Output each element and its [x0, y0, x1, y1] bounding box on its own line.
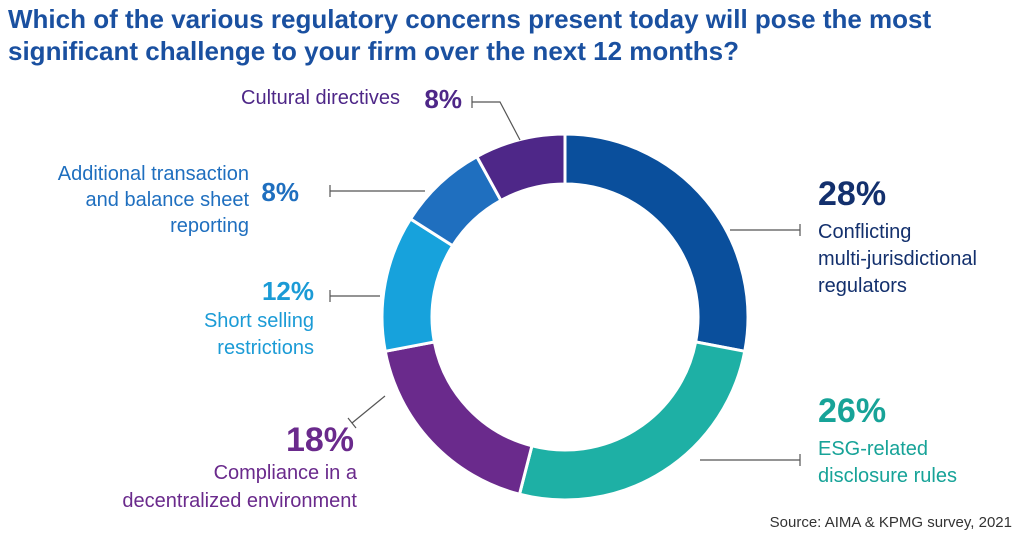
slice-percent-3: 18% — [286, 421, 354, 459]
slice-percent-2: 26% — [818, 392, 886, 430]
slice-label-3-line-2: decentralized environment — [122, 490, 357, 512]
slice-percent-5: 8% — [261, 177, 299, 207]
slice-label-2-line-2: disclosure rules — [818, 465, 957, 487]
slice-label-2-line-1: ESG-related — [818, 438, 928, 460]
slice-label-1-line-3: regulators — [818, 275, 907, 297]
slice-label-1-line-2: multi-jurisdictional — [818, 248, 977, 270]
slice-label-4-line-1: Short selling — [204, 310, 314, 332]
chart-title: Which of the various regulatory concerns… — [8, 4, 932, 66]
leader-line-6 — [472, 101, 521, 141]
slice-percent-4: 12% — [262, 276, 314, 306]
leader-line-3 — [351, 395, 386, 424]
slice-label-5-line-1: Additional transaction — [58, 163, 249, 185]
slice-label-4-line-2: restrictions — [217, 337, 314, 359]
slice-label-6-line-1: Cultural directives — [241, 87, 400, 109]
leader-tick-3 — [347, 417, 357, 429]
pie-slice-1 — [563, 132, 750, 354]
slice-percent-6: 8% — [424, 84, 462, 114]
slice-label-5-line-3: reporting — [170, 215, 249, 237]
pie-slice-3 — [383, 340, 534, 497]
pie-slice-6 — [474, 132, 567, 203]
slice-label-5-line-2: and balance sheet — [86, 189, 250, 211]
source-note: Source: AIMA & KPMG survey, 2021 — [769, 514, 1012, 531]
slice-percent-1: 28% — [818, 175, 886, 213]
slice-label-1-line-1: Conflicting — [818, 221, 911, 243]
pie-slice-2 — [517, 340, 747, 502]
slice-label-3-line-1: Compliance in a — [214, 462, 358, 484]
